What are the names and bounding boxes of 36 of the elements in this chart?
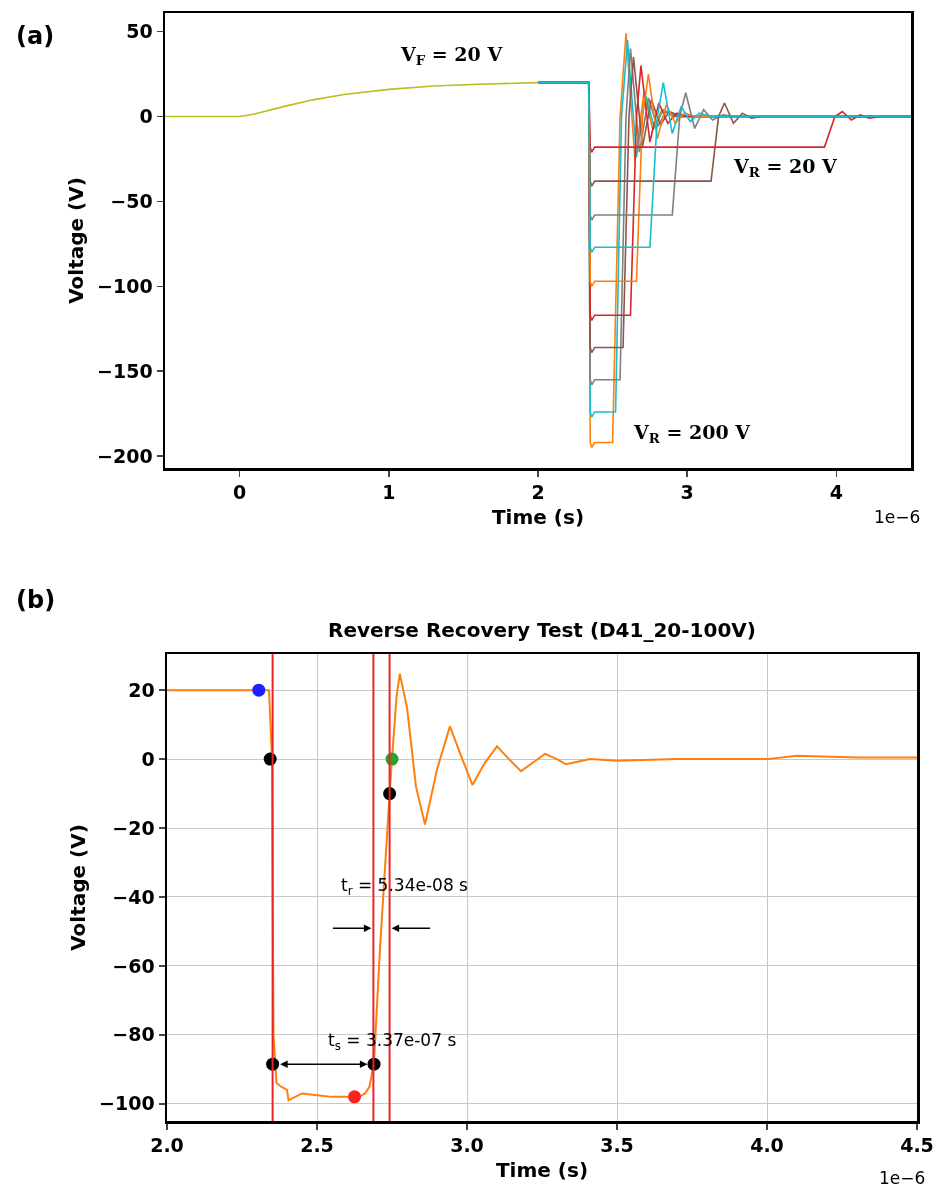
y-tick-label: 0: [141, 747, 155, 770]
x-tick-label: 4.0: [750, 1134, 784, 1157]
x-tick-label: 2.0: [150, 1134, 184, 1157]
text: (b): [16, 586, 56, 614]
x-tick-label: 1: [382, 481, 396, 504]
annotation: V$_{F}$ = 20 V: [400, 43, 504, 68]
y-axis-title: Voltage (V): [66, 824, 91, 951]
y-tick-label: −150: [97, 359, 153, 382]
y-tick-label: −40: [112, 885, 155, 908]
x-tick-label: 2: [531, 481, 545, 504]
text: 1e−6: [874, 507, 921, 527]
x-tick-label: 3.0: [450, 1134, 484, 1157]
x-tick-label: 4.5: [900, 1134, 934, 1157]
x-tick-label: 3: [680, 481, 694, 504]
annotation: V$_{R}$ = 20 V: [733, 155, 839, 180]
y-tick-label: −20: [112, 816, 155, 839]
y-tick-label: −80: [112, 1023, 155, 1046]
y-tick-label: −50: [110, 190, 153, 213]
text: (a): [16, 22, 55, 50]
text: 1e−6: [879, 1168, 926, 1188]
y-tick-label: −60: [112, 954, 155, 977]
y-tick-label: −100: [97, 274, 153, 297]
x-tick-label: 2.5: [300, 1134, 334, 1157]
y-tick-label: 50: [126, 20, 153, 43]
chart-title: Reverse Recovery Test (D41_20-100V): [328, 618, 756, 642]
x-axis-title: Time (s): [491, 505, 585, 530]
y-tick-label: 0: [139, 105, 153, 128]
y-tick-label: 20: [128, 678, 155, 701]
y-tick-label: −200: [97, 444, 153, 467]
y-tick-label: −100: [99, 1092, 155, 1115]
annotation: V$_{R}$ = 200 V: [633, 421, 752, 446]
x-tick-label: 3.5: [600, 1134, 634, 1157]
x-tick-label: 0: [232, 481, 247, 504]
x-axis-title: Time (s): [495, 1158, 589, 1183]
x-tick-label: 4: [829, 481, 844, 504]
y-axis-title: Voltage (V): [64, 177, 89, 304]
